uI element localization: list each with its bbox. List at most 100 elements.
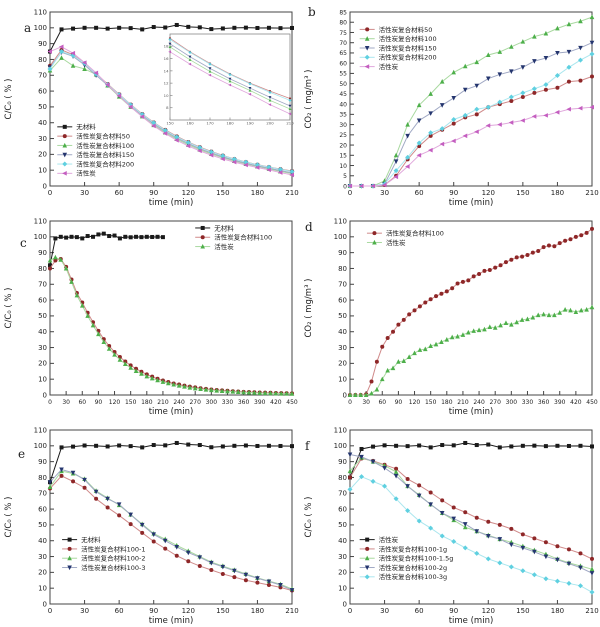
panel-letter-e: e — [18, 447, 26, 461]
chart-a-canvas: 0 30 60 90 120 150 180 210 0 10 20 30 40 50 60 70 80 90 10… — [4, 8, 299, 208]
svg-text:15: 15 — [339, 153, 347, 160]
svg-text:活性炭复合材料100-1.5g: 活性炭复合材料100-1.5g — [379, 554, 454, 563]
svg-text:0: 0 — [43, 182, 47, 190]
svg-text:活性炭复合材料100-2g: 活性炭复合材料100-2g — [379, 563, 448, 572]
svg-text:0: 0 — [343, 600, 347, 608]
panel-letter-f: f — [305, 439, 310, 453]
svg-text:100: 100 — [34, 442, 47, 450]
svg-text:20: 20 — [338, 360, 347, 368]
panel-e: e 0 30 60 90 120 150 180 210 0 10 20 30 40 50 60 70 80 90… — [0, 418, 300, 627]
svg-text:活性炭: 活性炭 — [76, 169, 96, 178]
svg-text:90: 90 — [449, 607, 458, 615]
svg-text:110: 110 — [334, 217, 347, 225]
svg-text:活性炭复合材料50: 活性炭复合材料50 — [76, 132, 130, 141]
svg-text:180: 180 — [141, 399, 153, 406]
svg-text:无材料: 无材料 — [214, 223, 234, 232]
svg-text:100: 100 — [34, 24, 47, 32]
svg-text:30: 30 — [38, 344, 47, 352]
svg-text:0: 0 — [348, 399, 352, 406]
svg-text:80: 80 — [38, 265, 47, 273]
svg-text:450: 450 — [586, 399, 598, 406]
svg-text:70: 70 — [338, 490, 347, 498]
svg-text:200: 200 — [266, 121, 274, 126]
svg-text:14: 14 — [164, 68, 169, 73]
svg-text:20: 20 — [38, 569, 47, 577]
svg-text:330: 330 — [522, 399, 534, 406]
svg-text:18: 18 — [164, 44, 169, 49]
svg-text:210: 210 — [457, 399, 469, 406]
svg-text:10: 10 — [38, 584, 47, 592]
svg-text:160: 160 — [186, 121, 194, 126]
svg-text:30: 30 — [362, 399, 370, 406]
svg-text:300: 300 — [506, 399, 518, 406]
svg-text:90: 90 — [38, 458, 47, 466]
chart-b-canvas: 0 30 60 90 120 150 180 210 0 5 10 15 20 25 30 35 40 45 50 5… — [304, 9, 599, 208]
svg-text:活性炭: 活性炭 — [214, 242, 234, 251]
svg-text:60: 60 — [115, 189, 124, 197]
svg-text:90: 90 — [38, 40, 47, 48]
svg-text:20: 20 — [338, 569, 347, 577]
svg-text:活性炭复合材料100: 活性炭复合材料100 — [214, 233, 272, 242]
svg-text:390: 390 — [554, 399, 566, 406]
svg-text:活性炭复合材料150: 活性炭复合材料150 — [76, 150, 134, 159]
svg-text:CO₂ ( mg/m³ ): CO₂ ( mg/m³ ) — [304, 279, 314, 338]
panel-b: b 0 30 60 90 120 150 180 210 0 5 10 15 20 25 30 35 40 45 5… — [300, 0, 600, 209]
svg-text:70: 70 — [38, 281, 47, 289]
svg-text:60: 60 — [38, 87, 47, 95]
svg-text:time (min): time (min) — [149, 616, 194, 626]
svg-text:25: 25 — [339, 132, 347, 139]
chart-e-canvas: 0 30 60 90 120 150 180 210 0 10 20 30 40 50 60 70 80 90 10… — [4, 426, 299, 626]
svg-text:210: 210 — [157, 399, 169, 406]
svg-text:150: 150 — [516, 189, 529, 197]
svg-text:150: 150 — [425, 399, 437, 406]
svg-text:240: 240 — [473, 399, 485, 406]
svg-text:90: 90 — [449, 189, 458, 197]
svg-text:30: 30 — [38, 135, 47, 143]
svg-text:无材料: 无材料 — [81, 535, 101, 544]
svg-text:0: 0 — [48, 189, 52, 197]
svg-text:90: 90 — [338, 458, 347, 466]
svg-text:45: 45 — [339, 91, 347, 98]
panel-letter-d: d — [305, 220, 313, 234]
panel-d: d 0 30 60 90 120 150 180 210 240 270 300 330 360 390 4… — [300, 209, 600, 418]
svg-text:60: 60 — [339, 60, 347, 67]
svg-text:120: 120 — [182, 607, 195, 615]
svg-text:110: 110 — [334, 426, 347, 434]
svg-text:C/C₀ ( % ): C/C₀ ( % ) — [4, 79, 14, 120]
svg-text:100: 100 — [334, 442, 347, 450]
svg-text:150: 150 — [216, 607, 229, 615]
chart-c-canvas: 0 30 60 90 120 150 180 210 240 270 300 330 360 390 420… — [4, 217, 298, 417]
svg-text:330: 330 — [222, 399, 234, 406]
svg-text:210: 210 — [286, 121, 294, 126]
svg-text:活性炭: 活性炭 — [379, 62, 399, 71]
svg-text:10: 10 — [38, 375, 47, 383]
svg-text:40: 40 — [38, 328, 47, 336]
svg-text:55: 55 — [339, 71, 347, 78]
svg-text:65: 65 — [339, 50, 347, 57]
svg-text:70: 70 — [338, 281, 347, 289]
svg-text:50: 50 — [338, 312, 347, 320]
svg-text:190: 190 — [246, 121, 254, 126]
svg-text:time (min): time (min) — [449, 616, 494, 626]
svg-text:240: 240 — [173, 399, 185, 406]
svg-text:70: 70 — [38, 490, 47, 498]
panel-letter-c: c — [20, 236, 27, 250]
svg-text:110: 110 — [34, 426, 47, 434]
svg-text:0: 0 — [348, 607, 352, 615]
svg-text:time (min): time (min) — [149, 407, 194, 417]
svg-text:活性炭复合材料150: 活性炭复合材料150 — [379, 43, 437, 52]
svg-text:30: 30 — [338, 344, 347, 352]
svg-text:80: 80 — [38, 56, 47, 64]
svg-text:390: 390 — [254, 399, 266, 406]
svg-text:120: 120 — [109, 399, 121, 406]
svg-text:0: 0 — [48, 399, 52, 406]
svg-text:20: 20 — [38, 360, 47, 368]
panel-letter-b: b — [308, 5, 316, 19]
svg-text:5: 5 — [343, 173, 347, 180]
svg-text:活性炭: 活性炭 — [379, 535, 399, 544]
svg-text:210: 210 — [585, 189, 598, 197]
svg-text:30: 30 — [339, 122, 347, 129]
svg-text:60: 60 — [415, 607, 424, 615]
svg-text:20: 20 — [38, 151, 47, 159]
